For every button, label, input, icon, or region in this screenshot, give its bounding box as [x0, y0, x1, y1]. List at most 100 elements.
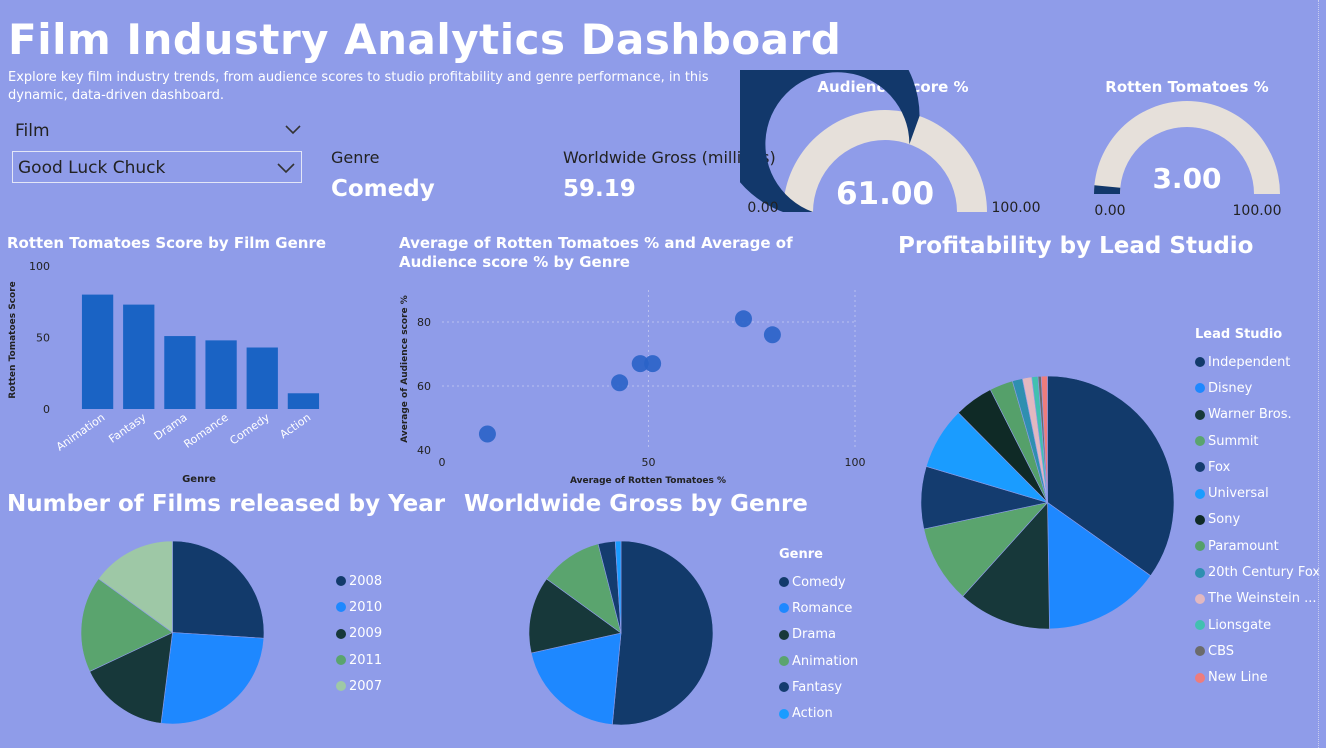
bar[interactable]	[123, 304, 155, 409]
scatter-point[interactable]	[478, 425, 496, 443]
rotten-tomatoes-gauge: Rotten Tomatoes % 3.00 0.00 100.00	[1094, 78, 1282, 219]
pie-slice[interactable]	[962, 501, 1050, 630]
legend-item[interactable]: 2010	[336, 594, 382, 620]
legend-label: Animation	[792, 653, 859, 669]
pie-slice[interactable]	[1040, 375, 1048, 503]
chevron-down-icon[interactable]	[276, 160, 296, 176]
scatter-point[interactable]	[763, 326, 781, 344]
studio-legend-title: Lead Studio	[1195, 327, 1283, 342]
legend-item[interactable]: Disney	[1195, 375, 1320, 401]
scatter-point[interactable]	[611, 374, 629, 392]
genre-scatter-chart: Average of Audience score % Average of R…	[400, 290, 866, 486]
legend-item[interactable]: Comedy	[779, 569, 858, 595]
pie-slice[interactable]	[172, 540, 265, 639]
legend-swatch	[1195, 620, 1205, 631]
legend-swatch	[1195, 567, 1205, 578]
legend-item[interactable]: Fantasy	[779, 674, 858, 700]
legend-swatch	[1195, 593, 1205, 604]
gauge-value-label: 61.00	[836, 176, 934, 212]
legend-item[interactable]: 20th Century Fox	[1195, 559, 1320, 585]
page-subtitle: Explore key film industry trends, from a…	[8, 70, 709, 103]
slicer-label: Film	[15, 121, 50, 141]
pie-slice[interactable]	[89, 631, 173, 724]
gauge-min-label: 0.00	[747, 200, 778, 216]
gauge-value-label: 3.00	[1152, 162, 1221, 195]
legend-label: 2009	[349, 626, 383, 642]
legend-swatch	[779, 682, 789, 693]
legend-item[interactable]: 2007	[336, 673, 382, 699]
pie-slice[interactable]	[612, 540, 714, 726]
legend-item[interactable]: The Weinstein ...	[1195, 586, 1320, 612]
legend-label: Fox	[1208, 459, 1231, 475]
pie-slice[interactable]	[1047, 375, 1175, 577]
legend-swatch	[779, 656, 789, 667]
scatter-point[interactable]	[631, 355, 649, 373]
film-dropdown[interactable]	[12, 151, 302, 183]
bar[interactable]	[164, 336, 196, 409]
bar[interactable]	[205, 340, 237, 409]
chevron-down-icon[interactable]	[284, 121, 302, 137]
pie-slice[interactable]	[528, 578, 622, 654]
legend-label: Sony	[1208, 512, 1241, 528]
bar[interactable]	[287, 393, 320, 409]
studio-pie-chart	[920, 375, 1175, 630]
year-legend: 2008 2010 2009 2011 2007	[336, 568, 382, 699]
film-dropdown-value: Good Luck Chuck	[18, 158, 166, 178]
genre-card-label: Genre	[331, 148, 380, 167]
bar-y-tick-label: 0	[43, 403, 50, 416]
legend-swatch	[336, 602, 346, 613]
legend-item[interactable]: Animation	[779, 648, 858, 674]
gauge-track	[783, 110, 987, 212]
legend-swatch	[779, 603, 789, 614]
canvas-border	[1318, 0, 1320, 748]
legend-item[interactable]: 2009	[336, 621, 382, 647]
year-pie-chart	[80, 540, 265, 725]
pie-slice[interactable]	[1047, 501, 1152, 630]
legend-item[interactable]: Romance	[779, 595, 858, 621]
legend-swatch	[336, 576, 346, 587]
legend-label: 2007	[349, 678, 383, 694]
legend-swatch	[779, 577, 789, 588]
legend-swatch	[1195, 541, 1205, 552]
legend-item[interactable]: Universal	[1195, 480, 1320, 506]
legend-item[interactable]: New Line	[1195, 665, 1320, 691]
pie-slice[interactable]	[923, 502, 1049, 597]
legend-swatch	[1195, 409, 1205, 420]
bar-x-tick-label: Animation	[54, 411, 107, 454]
legend-item[interactable]: Action	[779, 700, 858, 726]
legend-item[interactable]: Independent	[1195, 349, 1320, 375]
legend-item[interactable]: Drama	[779, 622, 858, 648]
pie-slice[interactable]	[98, 540, 173, 634]
legend-item[interactable]: Sony	[1195, 507, 1320, 533]
scatter-point[interactable]	[734, 310, 752, 328]
legend-item[interactable]: Summit	[1195, 428, 1320, 454]
legend-label: Comedy	[792, 574, 846, 590]
legend-swatch	[779, 708, 789, 719]
bar-chart-title: Rotten Tomatoes Score by Film Genre	[7, 234, 327, 252]
scatter-y-tick-label: 60	[417, 380, 431, 393]
legend-item[interactable]: 2008	[336, 568, 382, 594]
pie-slice[interactable]	[530, 632, 622, 725]
pie-slice[interactable]	[614, 540, 622, 634]
scatter-point[interactable]	[644, 355, 662, 373]
bar[interactable]	[81, 294, 114, 409]
rt-bar-chart: Rotten Tomatoes Score Genre 0 50 100 Animat…	[8, 260, 320, 485]
legend-item[interactable]: Paramount	[1195, 533, 1320, 559]
legend-label: Summit	[1208, 433, 1259, 449]
studio-legend: Lead Studio Independent Disney Warner Bros…	[1195, 327, 1320, 691]
legend-item[interactable]: 2011	[336, 647, 382, 673]
legend-item[interactable]: Fox	[1195, 454, 1320, 480]
legend-label: Universal	[1208, 486, 1269, 502]
pie-slice[interactable]	[80, 578, 174, 672]
legend-item[interactable]: Warner Bros.	[1195, 402, 1320, 428]
legend-item[interactable]: Lionsgate	[1195, 612, 1320, 638]
scatter-x-tick-label: 100	[845, 456, 866, 469]
gauge-max-label: 100.00	[992, 200, 1041, 216]
year-pie-title: Number of Films released by Year	[7, 491, 446, 517]
pie-slice[interactable]	[160, 632, 265, 725]
legend-item[interactable]: CBS	[1195, 638, 1320, 664]
legend-swatch	[1195, 488, 1205, 499]
legend-label: Paramount	[1208, 538, 1279, 554]
gauge-track	[1094, 101, 1280, 194]
bar[interactable]	[246, 347, 278, 409]
